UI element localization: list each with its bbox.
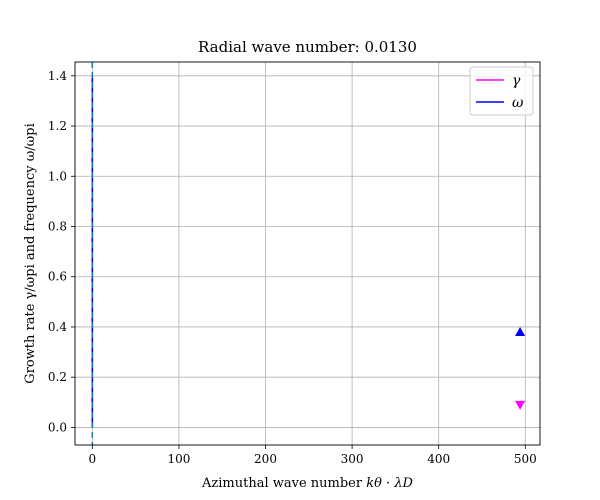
y-tick-label: 0.8	[48, 220, 67, 234]
grid	[75, 62, 540, 445]
x-tick-label: 200	[254, 452, 277, 466]
x-axis-label: Azimuthal wave number kθ · λD	[201, 476, 414, 491]
legend-box	[469, 66, 534, 116]
axes-frame	[74, 61, 541, 446]
x-tick-label: 0	[88, 452, 96, 466]
x-tick-label: 100	[167, 452, 190, 466]
gamma-marker	[515, 400, 526, 410]
y-tick-label: 1.2	[48, 119, 67, 133]
y-tick-label: 0.0	[48, 420, 67, 434]
plot-area	[91, 62, 526, 445]
chart-title: Radial wave number: 0.0130	[198, 38, 417, 56]
legend-label: ω	[512, 95, 524, 111]
x-tick-label: 400	[427, 452, 450, 466]
x-tick-label: 500	[514, 452, 537, 466]
y-axis-label: Growth rate γ/ωpi and frequency ω/ωpi	[23, 123, 38, 384]
y-tick-label: 1.4	[48, 69, 67, 83]
omega-marker	[515, 326, 526, 336]
y-tick-label: 0.4	[48, 320, 67, 334]
y-tick-label: 0.2	[48, 370, 67, 384]
legend: γω	[469, 66, 534, 116]
legend-label: γ	[512, 73, 521, 89]
y-tick-label: 0.6	[48, 270, 67, 284]
x-tick-label: 300	[341, 452, 364, 466]
y-tick-label: 1.0	[48, 169, 67, 183]
ticks: 0 100 200 300 400 500 0.0 0.2 0.4 0.6 0.8 1.0 1.2 1.4	[48, 69, 537, 466]
